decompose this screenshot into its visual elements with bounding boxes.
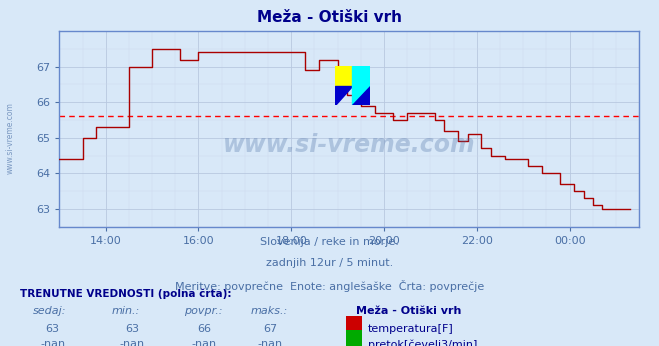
Text: zadnjih 12ur / 5 minut.: zadnjih 12ur / 5 minut.	[266, 258, 393, 268]
Text: www.si-vreme.com: www.si-vreme.com	[223, 133, 476, 156]
Text: Meritve: povprečne  Enote: anglešaške  Črta: povprečje: Meritve: povprečne Enote: anglešaške Črt…	[175, 280, 484, 292]
Text: sedaj:: sedaj:	[33, 306, 67, 316]
Text: 63: 63	[125, 324, 139, 334]
Text: pretok[čevelj3/min]: pretok[čevelj3/min]	[368, 339, 477, 346]
Text: -nan: -nan	[119, 339, 144, 346]
Text: Slovenija / reke in morje.: Slovenija / reke in morje.	[260, 237, 399, 247]
Text: 67: 67	[263, 324, 277, 334]
Text: maks.:: maks.:	[250, 306, 288, 316]
Text: TRENUTNE VREDNOSTI (polna črta):: TRENUTNE VREDNOSTI (polna črta):	[20, 289, 231, 299]
Text: -nan: -nan	[192, 339, 217, 346]
Text: -nan: -nan	[258, 339, 283, 346]
Text: Meža - Otiški vrh: Meža - Otiški vrh	[257, 10, 402, 25]
Text: www.si-vreme.com: www.si-vreme.com	[5, 102, 14, 174]
Text: temperatura[F]: temperatura[F]	[368, 324, 453, 334]
Text: povpr.:: povpr.:	[185, 306, 223, 316]
Text: Meža - Otiški vrh: Meža - Otiški vrh	[356, 306, 461, 316]
Text: min.:: min.:	[112, 306, 140, 316]
Text: 63: 63	[45, 324, 60, 334]
Text: 66: 66	[197, 324, 212, 334]
Text: -nan: -nan	[40, 339, 65, 346]
